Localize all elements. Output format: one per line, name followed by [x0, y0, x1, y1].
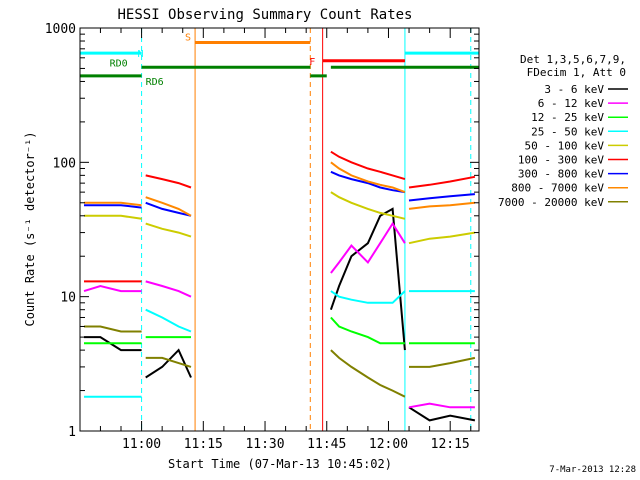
series-line-4-seg-2 — [330, 191, 406, 220]
series-line-8-seg-1 — [145, 356, 192, 368]
y-axis-label: Count Rate (s⁻¹ detector⁻¹) — [23, 131, 37, 326]
x-axis-ticks: 11:00 11:15 11:30 11:45 12:00 12:15 — [99, 28, 472, 452]
series-line-4-seg-1 — [145, 222, 192, 238]
series-line-3-seg-2 — [330, 290, 406, 304]
x-tick-label-5: 12:15 — [431, 437, 470, 452]
legend-label-6: 300 - 800 keV — [518, 168, 604, 181]
legend-label-5: 100 - 300 keV — [518, 154, 604, 167]
series-line-5-seg-1 — [145, 174, 192, 189]
legend: Det 1,3,5,6,7,9, FDecim 1, Att 0 3 - 6 k… — [498, 53, 628, 209]
plot-area: N S F RD0 RD6 — [79, 28, 479, 431]
series-line-8-seg-2 — [330, 349, 406, 398]
legend-label-1: 6 - 12 keV — [538, 97, 605, 110]
x-axis-label: Start Time (07-Mar-13 10:45:02) — [168, 457, 392, 471]
series-line-6-seg-2 — [330, 170, 406, 194]
flag-label-rd0: RD0 — [110, 58, 128, 69]
series-line-0-seg-3 — [408, 406, 476, 422]
footer-date: 7-Mar-2013 12:28 — [549, 465, 636, 475]
legend-header-line1: Det 1,3,5,6,7,9, — [520, 53, 626, 66]
x-tick-label-2: 11:30 — [245, 437, 284, 452]
x-tick-label-3: 11:45 — [307, 437, 346, 452]
y-tick-label-2: 100 — [53, 156, 76, 171]
x-tick-label-0: 11:00 — [122, 437, 161, 452]
y-tick-label-0: 1 — [68, 425, 76, 440]
x-tick-label-1: 11:15 — [184, 437, 223, 452]
legend-label-3: 25 - 50 keV — [531, 125, 604, 138]
series-line-7-seg-0 — [84, 201, 142, 207]
series-line-6-seg-1 — [145, 201, 192, 217]
series-line-6-seg-3 — [408, 193, 475, 202]
series-line-8-seg-0 — [84, 325, 142, 333]
legend-label-7: 800 - 7000 keV — [511, 182, 604, 195]
legend-label-4: 50 - 100 keV — [525, 139, 605, 152]
y-axis-ticks: 1 10 100 1000 — [45, 22, 479, 440]
series-line-4-seg-3 — [408, 231, 476, 245]
series-line-4-seg-0 — [84, 214, 142, 220]
legend-label-2: 12 - 25 keV — [531, 111, 604, 124]
y-tick-label-1: 10 — [60, 291, 76, 306]
series-line-5-seg-2 — [330, 150, 406, 181]
series-line-5-seg-3 — [408, 175, 476, 189]
series-line-0-seg-1 — [145, 348, 192, 379]
series-line-1-seg-3 — [408, 402, 475, 409]
series-line-8-seg-3 — [409, 356, 476, 368]
flag-label-f: F — [309, 57, 315, 68]
legend-label-0: 3 - 6 keV — [544, 83, 604, 96]
series-line-7-seg-2 — [330, 161, 406, 194]
series-line-1-seg-1 — [145, 280, 192, 298]
x-tick-label-4: 12:00 — [369, 437, 408, 452]
flag-label-s: S — [185, 32, 191, 43]
series-line-1-seg-0 — [83, 284, 142, 293]
series-line-7-seg-3 — [408, 201, 475, 210]
flag-label-rd6: RD6 — [146, 77, 164, 88]
legend-header-line2: FDecim 1, Att 0 — [527, 66, 626, 79]
chart-title: HESSI Observing Summary Count Rates — [117, 7, 412, 23]
y-tick-label-3: 1000 — [45, 22, 76, 37]
legend-label-8: 7000 - 20000 keV — [498, 196, 604, 209]
plot-frame — [79, 27, 480, 432]
series-line-6-seg-0 — [84, 204, 142, 209]
series-line-2-seg-2 — [330, 316, 405, 345]
series-line-1-seg-2 — [330, 221, 406, 274]
series-line-0-seg-2 — [329, 207, 406, 351]
series-line-3-seg-1 — [145, 308, 192, 333]
series-line-7-seg-1 — [145, 196, 192, 217]
flag-label-n: N — [137, 49, 143, 60]
